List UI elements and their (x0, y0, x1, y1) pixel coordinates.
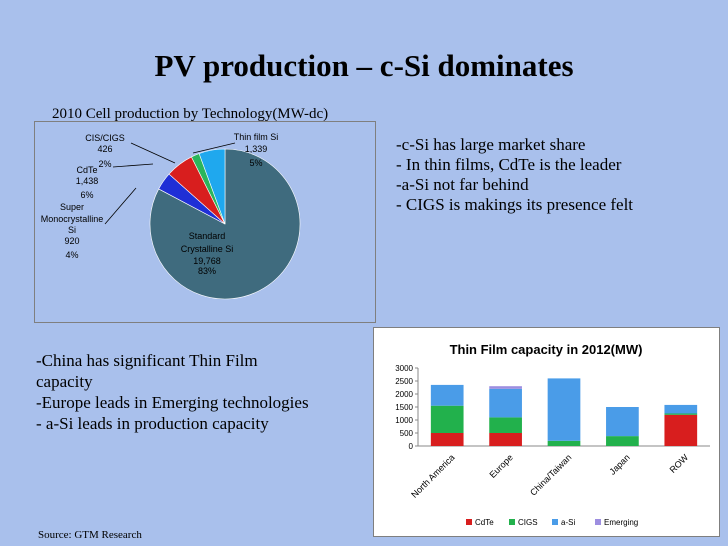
legend-swatch-emerging (595, 519, 601, 525)
bar-emerging-europe (489, 386, 522, 389)
pie-label-cdte-percent: 6% (80, 190, 93, 200)
stacked-bar-chart: Thin Film capacity in 2012(MW) 0 500 1000 1… (395, 342, 710, 527)
bar-cdte-north-america (430, 433, 464, 446)
pie-label-cigs-name: CIS/CIGS (85, 133, 125, 143)
legend-swatch-cigs (509, 519, 515, 525)
bar-a-si-row (664, 404, 698, 414)
pie-label-thin-film-si-name: Thin film Si (234, 132, 279, 142)
bar-a-si-japan (606, 407, 639, 437)
pie-label-super-mono-line3: Si (68, 225, 76, 235)
bullet-item: - In thin films, CdTe is the leader (396, 155, 622, 174)
bar-chart-title: Thin Film capacity in 2012(MW) (450, 342, 643, 357)
pie-label-standard-percent: 83% (198, 266, 216, 276)
bullet-item: -a-Si not far behind (396, 175, 529, 194)
pie-label-cdte-value: 1,438 (76, 176, 99, 186)
y-tick-label: 1000 (395, 416, 413, 425)
leader-line-cigs (130, 142, 176, 164)
legend-label-cigs: CIGS (518, 518, 538, 527)
y-tick-label: 1500 (395, 403, 413, 412)
legend-label-emerging: Emerging (604, 518, 638, 527)
pie-label-standard-line2: Crystalline Si (181, 244, 234, 254)
leader-line-cdte (112, 163, 154, 168)
pie-label-cigs-value: 426 (97, 144, 112, 154)
pie-label-standard-value: 19,768 (193, 256, 221, 266)
bar-a-si-north-america (430, 384, 464, 406)
leader-line-thin-film-si (192, 142, 236, 154)
bullet-item: - CIGS is makings its presence felt (396, 195, 634, 214)
thin-film-notes: -China has significant Thin Film capacit… (36, 350, 309, 434)
bar-a-si-europe (489, 388, 522, 418)
x-tick-label: China/Taiwan (528, 452, 573, 497)
y-tick-label: 2000 (395, 390, 413, 399)
pie-label-super-mono-percent: 4% (65, 250, 78, 260)
pie-label-super-mono-line2: Monocrystalline (41, 214, 104, 224)
bar-chart-panel: Thin Film capacity in 2012(MW) 0 500 1000 1… (373, 327, 720, 537)
bar-cdte-row (664, 414, 698, 446)
legend-swatch-cdte (466, 519, 472, 525)
x-tick-label: North America (409, 452, 456, 499)
x-tick-label: Japan (607, 452, 631, 476)
x-tick-label: Europe (487, 452, 515, 480)
y-tick-label: 0 (409, 442, 414, 451)
x-tick-label: ROW (668, 452, 691, 475)
pie-label-thin-film-si-percent: 5% (249, 158, 262, 168)
pie-label-thin-film-si-value: 1,339 (245, 144, 268, 154)
note-line: -China has significant Thin Film (36, 351, 258, 370)
bar-cigs-china-taiwan (547, 440, 581, 446)
pie-chart-caption: 2010 Cell production by Technology(MW-dc… (52, 106, 329, 122)
bar-cigs-japan (606, 436, 639, 446)
y-tick-label: 2500 (395, 377, 413, 386)
bar-cigs-row (664, 413, 698, 415)
source-note: Source: GTM Research (38, 529, 142, 541)
legend-label-a-si: a-Si (561, 518, 575, 527)
bar-cigs-north-america (430, 405, 464, 433)
pie-label-cigs-percent: 2% (98, 159, 111, 169)
leader-line-super-mono (104, 187, 137, 225)
y-tick-label: 500 (400, 429, 414, 438)
y-tick-label: 3000 (395, 364, 413, 373)
pie-label-cdte-name: CdTe (76, 165, 97, 175)
slide-title: PV production – c-Si dominates (154, 48, 574, 83)
pie-chart: CIS/CIGS 426 2% CdTe 1,438 6% Super Mono… (41, 132, 301, 300)
bar-cigs-europe (489, 417, 522, 433)
pie-label-super-mono-line1: Super (60, 202, 84, 212)
bar-a-si-china-taiwan (547, 378, 581, 441)
legend-swatch-a-si (552, 519, 558, 525)
c-si-bullet-list: -c-Si has large market share - In thin f… (396, 135, 633, 215)
note-line: -Europe leads in Emerging technologies (36, 393, 309, 412)
note-line: - a-Si leads in production capacity (36, 414, 269, 433)
pie-label-super-mono-value: 920 (64, 236, 79, 246)
bullet-item: -c-Si has large market share (396, 135, 586, 154)
pie-label-standard-line1: Standard (189, 231, 226, 241)
note-line: capacity (36, 372, 93, 391)
pie-chart-panel: CIS/CIGS 426 2% CdTe 1,438 6% Super Mono… (34, 121, 376, 323)
bar-cdte-europe (489, 433, 522, 446)
pie-slice-thin-film-si (198, 148, 226, 225)
legend-label-cdte: CdTe (475, 518, 494, 527)
